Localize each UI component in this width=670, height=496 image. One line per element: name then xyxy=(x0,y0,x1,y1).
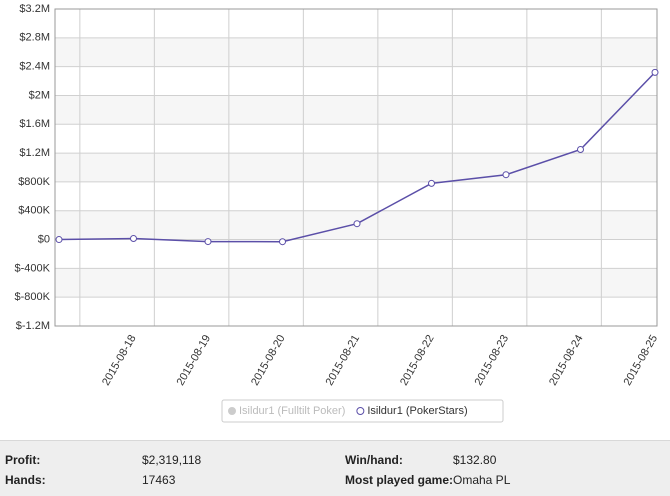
point xyxy=(204,238,212,246)
stat-value: $132.80 xyxy=(453,453,497,467)
stat-value: 17463 xyxy=(142,473,176,487)
band xyxy=(55,95,657,125)
point xyxy=(353,220,361,228)
plot-frame xyxy=(54,8,658,327)
chart: $-1.2M $-800K $-400K $0 $400K $800K $1.2M $1.6M… xyxy=(15,3,661,423)
band xyxy=(55,37,657,67)
x-tick-label: 2015-08-22 xyxy=(398,333,437,388)
point xyxy=(428,179,435,187)
legend-marker xyxy=(356,407,365,415)
band xyxy=(55,153,657,182)
stats-panel: Profit: $2,319,118 Win/hand: $132.80 Hands: 1… xyxy=(0,440,670,496)
point xyxy=(279,238,286,246)
legend: Isildur1 (Fulltilt Poker) Isildur1 (Poker… xyxy=(221,399,504,423)
legend-label: Isildur1 (PokerStars) xyxy=(367,405,467,417)
x-tick-label: 2015-08-24 xyxy=(547,333,586,388)
y-tick-label: $-800K xyxy=(15,291,51,303)
stat-label: Win/hand: xyxy=(345,453,403,467)
y-tick-label: $3.2M xyxy=(19,3,50,15)
point xyxy=(651,68,659,76)
y-tick-label: $-1.2M xyxy=(16,320,50,332)
stat-label: Profit: xyxy=(5,453,41,467)
y-tick-label: $1.2M xyxy=(19,147,50,159)
y-tick-label: $2M xyxy=(29,89,50,101)
point xyxy=(130,235,137,243)
stat-value: Omaha PL xyxy=(453,473,511,487)
band xyxy=(55,268,657,298)
y-tick-label: $2.8M xyxy=(19,32,50,44)
x-tick-label: 2015-08-18 xyxy=(100,333,139,388)
stat-label: Hands: xyxy=(5,473,46,487)
x-tick-label: 2015-08-25 xyxy=(622,333,661,388)
point xyxy=(55,236,63,244)
y-tick-label: $0 xyxy=(38,233,50,245)
stat-label: Most played game: xyxy=(345,473,454,487)
y-tick-label: $2.4M xyxy=(19,61,50,73)
y-tick-label: $1.6M xyxy=(19,118,50,130)
legend-label: Isildur1 (Fulltilt Poker) xyxy=(239,405,345,417)
point xyxy=(502,171,510,179)
stat-value: $2,319,118 xyxy=(142,453,202,467)
y-tick-label: $400K xyxy=(18,205,50,217)
point xyxy=(577,145,584,153)
x-tick-label: 2015-08-19 xyxy=(175,333,214,388)
legend-marker xyxy=(228,407,236,415)
x-tick-label: 2015-08-23 xyxy=(473,333,512,388)
y-tick-label: $800K xyxy=(18,176,50,188)
x-tick-label: 2015-08-21 xyxy=(324,333,363,388)
x-tick-label: 2015-08-20 xyxy=(249,333,288,388)
y-tick-label: $-400K xyxy=(15,262,51,274)
